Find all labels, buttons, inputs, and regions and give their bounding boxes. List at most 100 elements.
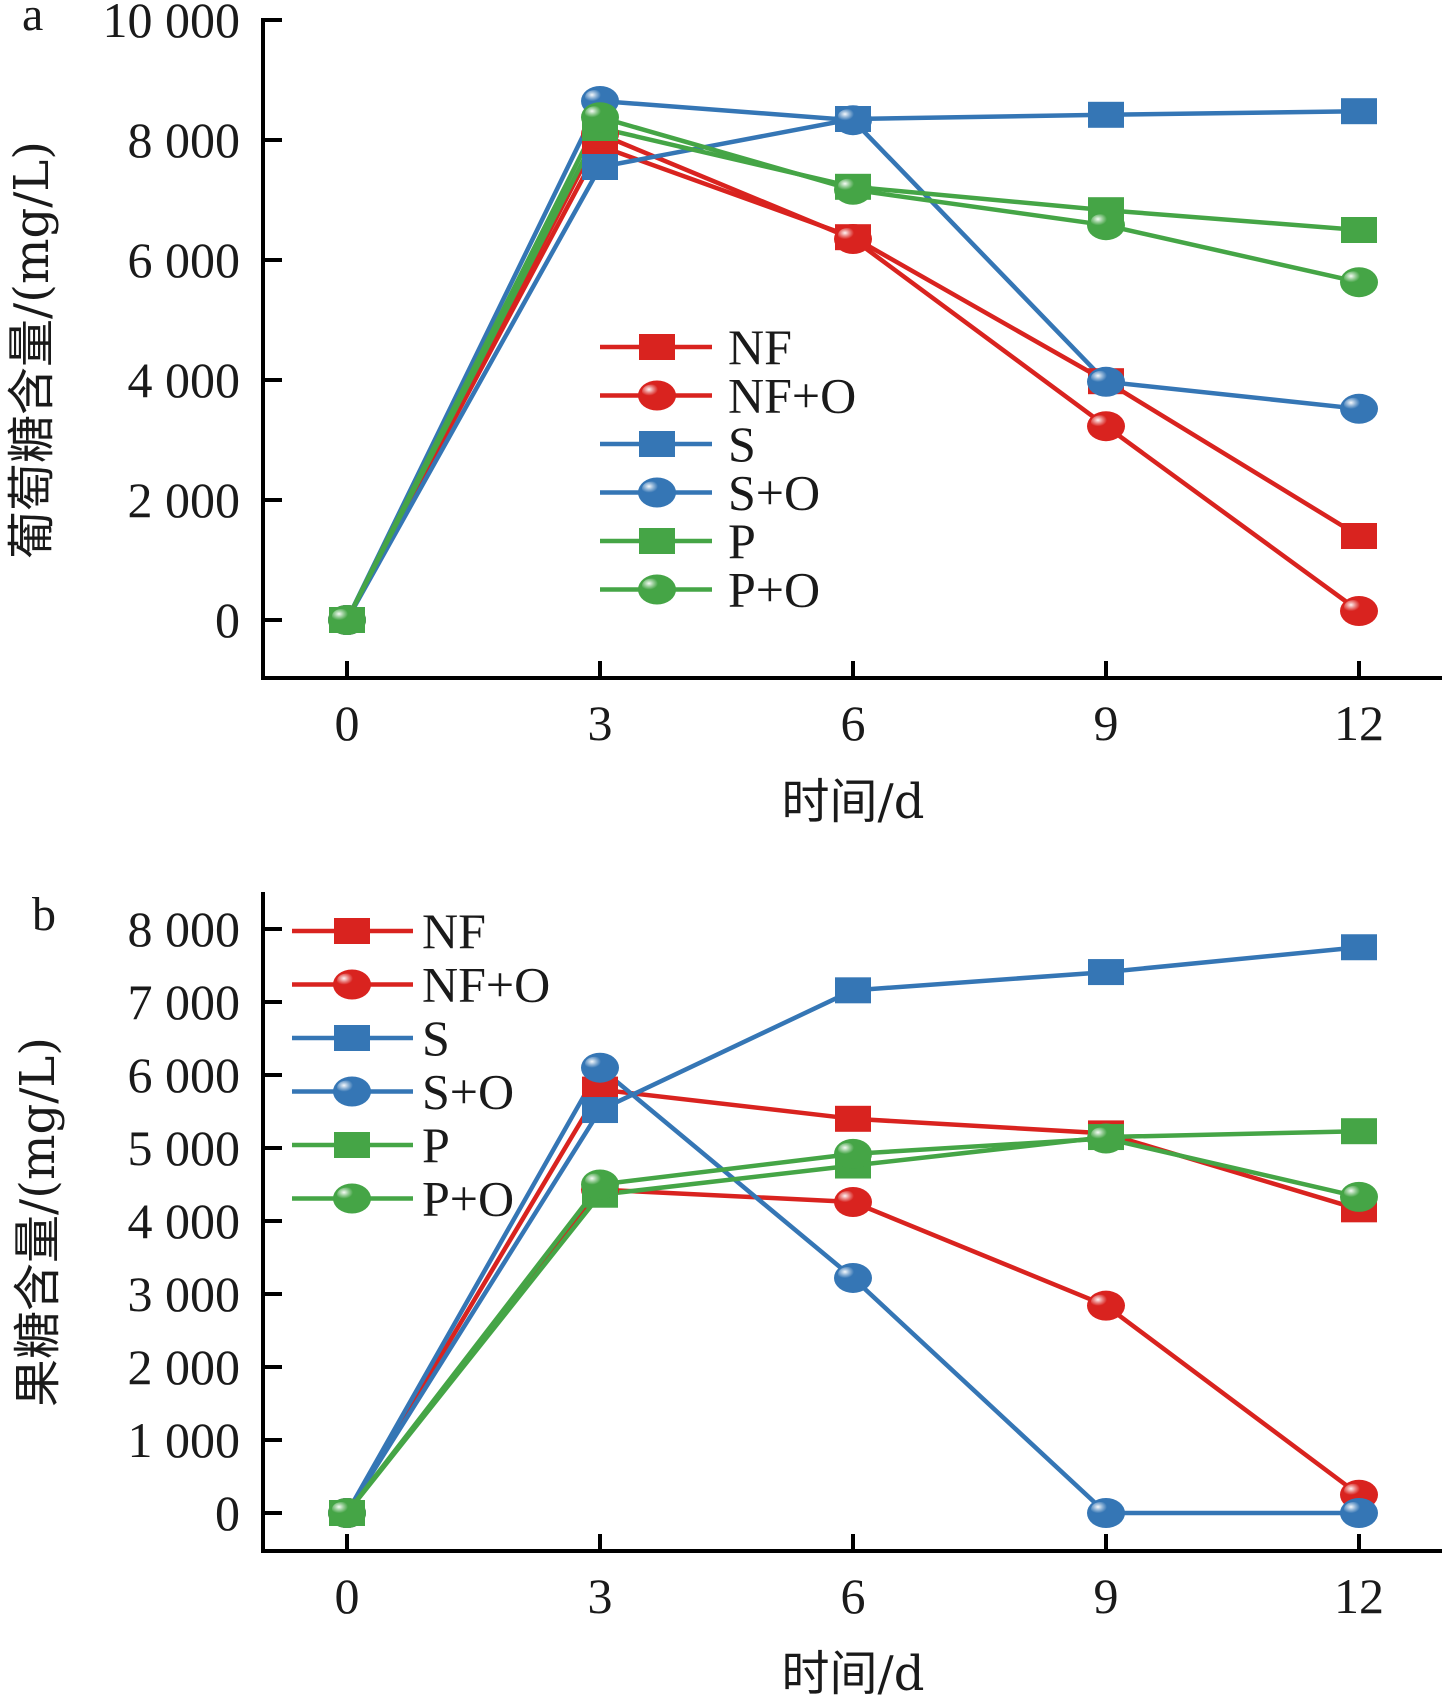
y-axis-title-a: 葡萄糖含量/(mg/L) xyxy=(4,141,60,559)
legend-marker-circle xyxy=(638,380,676,411)
legend-marker-square xyxy=(639,334,675,360)
data-point-s xyxy=(1088,101,1124,128)
legend-item-p: P xyxy=(600,513,756,569)
y-axis-title-b: 果糖含量/(mg/L) xyxy=(10,1037,66,1407)
legend-label: P xyxy=(422,1117,450,1173)
legend-marker-square xyxy=(334,918,370,944)
y-tick-label: 7 000 xyxy=(128,974,241,1030)
x-ticks-a: 0 3 6 9 12 xyxy=(335,661,1384,751)
data-point-nf-plus-o xyxy=(834,1187,872,1218)
legend-label: S xyxy=(728,416,756,472)
data-point-s-plus-o xyxy=(581,1052,619,1083)
legend-item-nf: NF xyxy=(600,319,792,375)
y-tick-label: 0 xyxy=(215,1485,240,1541)
data-point-p-plus-o xyxy=(1087,1123,1125,1154)
data-point-p-plus-o xyxy=(328,1498,366,1528)
legend-label: NF xyxy=(728,319,792,375)
y-tick-label: 10 000 xyxy=(103,0,241,48)
legend-marker-circle xyxy=(333,1183,371,1214)
x-tick-label: 0 xyxy=(335,695,360,751)
legend-marker-square xyxy=(334,1025,370,1051)
data-point-p xyxy=(1341,1118,1377,1145)
data-point-s xyxy=(1341,934,1377,961)
panel-b-fructose: b 0 1 000 2 000 3 000 4 000 5 000 6 000 7 000 8 … xyxy=(10,888,1442,1696)
y-tick-label: 2 000 xyxy=(128,1339,241,1395)
legend-item-s: S xyxy=(292,1010,450,1066)
legend-item-nf-plus-o: NF+O xyxy=(292,957,550,1013)
legend-marker-square xyxy=(334,1132,370,1158)
x-tick-label: 3 xyxy=(588,1568,613,1624)
series-nf-plus-o xyxy=(345,1187,1361,1515)
legend-label: P xyxy=(728,513,756,569)
x-ticks-b: 0 3 6 9 12 xyxy=(335,1534,1384,1624)
data-point-s-plus-o xyxy=(834,1262,872,1293)
legend-marker-square xyxy=(639,431,675,457)
data-point-p-plus-o xyxy=(1340,267,1378,298)
series-markers-p-plus-o xyxy=(328,1123,1378,1528)
x-tick-label: 12 xyxy=(1334,695,1384,751)
y-tick-label: 4 000 xyxy=(128,352,241,408)
data-point-s xyxy=(1341,98,1377,125)
legend-marker-circle xyxy=(638,477,676,508)
legend-marker-circle xyxy=(638,574,676,605)
panel-a-glucose: a 0 2 000 4 000 6 000 8 000 10 000 0 3 6 9 12 时间/… xyxy=(4,0,1442,830)
legend-item-p-plus-o: P+O xyxy=(292,1171,514,1227)
data-point-s-plus-o xyxy=(1340,1498,1378,1528)
y-tick-label: 6 000 xyxy=(128,232,241,288)
legend-label: S xyxy=(422,1010,450,1066)
y-tick-label: 8 000 xyxy=(128,112,241,168)
data-point-nf-plus-o xyxy=(834,224,872,254)
y-tick-label: 0 xyxy=(215,592,240,648)
legend-label: NF xyxy=(422,903,486,959)
panel-label-a: a xyxy=(22,0,43,41)
series-group-b xyxy=(328,934,1378,1528)
x-tick-label: 0 xyxy=(335,1568,360,1624)
data-point-p-plus-o xyxy=(328,605,366,635)
legend-item-nf-plus-o: NF+O xyxy=(600,368,856,424)
legend-label: S+O xyxy=(422,1064,514,1120)
legend-label: S+O xyxy=(728,465,820,521)
x-tick-label: 9 xyxy=(1094,695,1119,751)
legend-label: NF+O xyxy=(728,368,856,424)
y-tick-label: 6 000 xyxy=(128,1047,241,1103)
y-tick-label: 8 000 xyxy=(128,901,241,957)
data-point-s-plus-o xyxy=(1087,366,1125,397)
data-point-nf-plus-o xyxy=(1087,1290,1125,1321)
data-point-p-plus-o xyxy=(834,1138,872,1169)
legend-item-p-plus-o: P+O xyxy=(600,562,820,618)
legend-item-s: S xyxy=(600,416,756,472)
data-point-nf-plus-o xyxy=(1087,411,1125,442)
legend-label: NF+O xyxy=(422,957,550,1013)
data-point-nf-plus-o xyxy=(1340,596,1378,626)
data-point-nf xyxy=(1341,523,1377,549)
x-tick-label: 3 xyxy=(588,695,613,751)
y-tick-label: 4 000 xyxy=(128,1193,241,1249)
data-point-p-plus-o xyxy=(1340,1181,1378,1212)
series-markers-s xyxy=(329,934,1377,1526)
x-tick-label: 6 xyxy=(841,695,866,751)
y-ticks-a: 0 2 000 4 000 6 000 8 000 10 000 xyxy=(103,0,282,648)
y-tick-label: 5 000 xyxy=(128,1120,241,1176)
series-line-nf-plus-o xyxy=(345,1187,1361,1515)
data-point-s xyxy=(582,154,618,180)
series-markers-p-plus-o xyxy=(328,102,1378,635)
y-tick-label: 3 000 xyxy=(128,1266,241,1322)
data-point-p-plus-o xyxy=(581,1169,619,1200)
series-markers-nf-plus-o xyxy=(328,1174,1378,1528)
legend-item-nf: NF xyxy=(292,903,486,959)
legend-item-p: P xyxy=(292,1117,450,1173)
x-axis-title-b: 时间/d xyxy=(782,1646,925,1696)
data-point-s xyxy=(582,1097,618,1124)
data-point-s-plus-o xyxy=(1087,1498,1125,1528)
y-tick-label: 1 000 xyxy=(128,1412,241,1468)
panel-label-b: b xyxy=(32,888,56,941)
data-point-p-plus-o xyxy=(1087,210,1125,241)
data-point-s-plus-o xyxy=(834,105,872,136)
legend-marker-square xyxy=(639,528,675,554)
x-tick-label: 12 xyxy=(1334,1568,1384,1624)
x-axis-title-a: 时间/d xyxy=(782,774,925,830)
legend-label: P+O xyxy=(422,1171,514,1227)
